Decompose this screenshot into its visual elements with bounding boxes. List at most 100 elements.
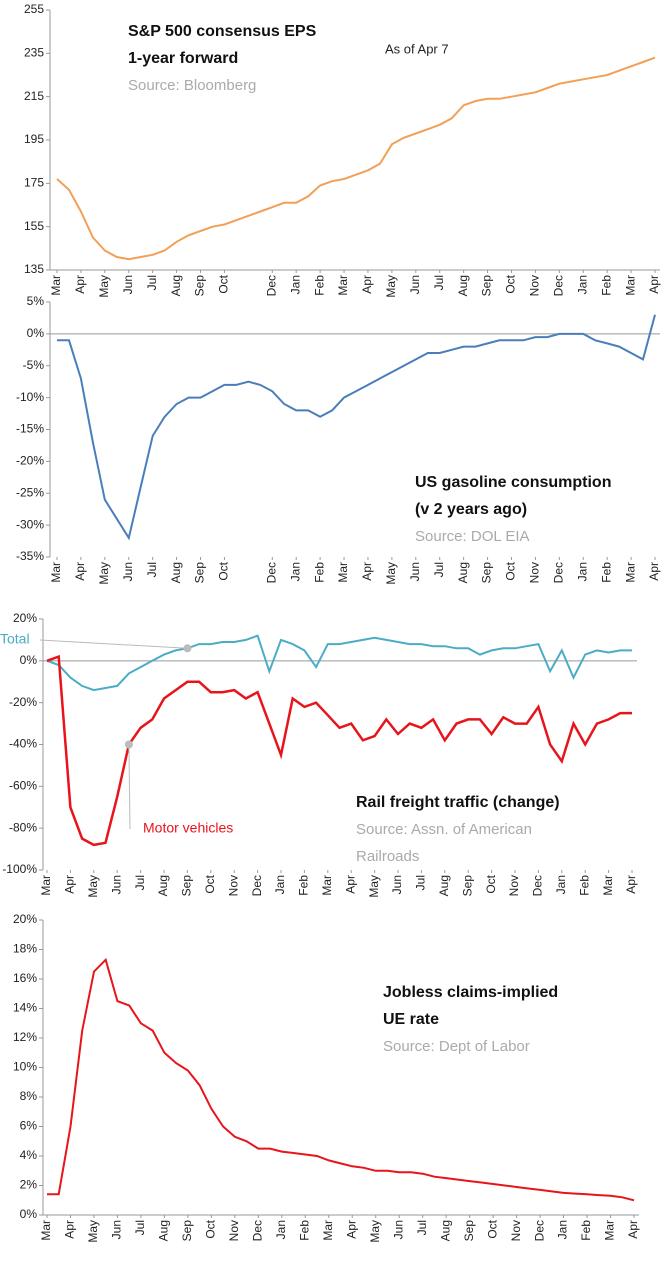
x-tick-label: Jan [288, 275, 302, 294]
x-tick-label: May [368, 1220, 382, 1243]
x-tick-label: Sep [462, 1220, 476, 1242]
x-tick-label: May [97, 275, 111, 298]
y-tick-label: 4% [20, 1148, 38, 1162]
x-tick-label: Jun [390, 875, 404, 894]
x-tick-label: Jun [109, 875, 123, 894]
y-tick-label: 235 [24, 46, 44, 60]
source: Railroads [356, 848, 419, 865]
leader-dot [124, 740, 133, 749]
leader-dot [183, 644, 192, 653]
y-tick-label: 16% [13, 971, 37, 985]
y-tick-label: 20% [13, 912, 37, 926]
x-tick-label: Mar [623, 275, 637, 296]
x-tick-label: Jul [133, 1220, 147, 1235]
y-tick-label: 215 [24, 89, 44, 103]
x-tick-label: Jun [121, 562, 135, 581]
x-tick-label: Feb [297, 875, 311, 896]
x-tick-label: Feb [297, 1220, 311, 1241]
x-tick-label: Nov [226, 875, 240, 896]
y-tick-label: 12% [13, 1030, 37, 1044]
x-tick-label: Aug [156, 875, 170, 896]
x-tick-label: Jan [575, 562, 589, 581]
y-tick-label: 255 [24, 2, 44, 16]
x-tick-label: Nov [507, 875, 521, 896]
x-tick-label: Aug [456, 275, 470, 296]
x-tick-label: Sep [180, 875, 194, 897]
x-tick-label: Oct [217, 274, 231, 293]
chart-title: UE rate [383, 1011, 439, 1028]
y-tick-label: -10% [16, 390, 44, 404]
source: Source: Bloomberg [128, 77, 256, 94]
x-tick-label: Sep [193, 562, 207, 584]
x-tick-label: Feb [312, 275, 326, 296]
x-tick-label: Jan [554, 875, 568, 894]
x-tick-label: Dec [551, 562, 565, 583]
y-tick-label: 14% [13, 1001, 37, 1015]
leader-line [39, 639, 188, 649]
x-tick-label: Apr [360, 275, 374, 294]
x-tick-label: Apr [360, 562, 374, 581]
x-tick-label: Jan [288, 562, 302, 581]
x-tick-label: Mar [49, 275, 63, 296]
y-tick-label: 135 [24, 262, 44, 276]
y-tick-label: -35% [16, 549, 44, 563]
x-tick-label: Jul [133, 875, 147, 890]
x-tick-label: May [367, 875, 381, 898]
x-tick-label: Mar [623, 562, 637, 583]
x-tick-label: Oct [217, 561, 231, 580]
x-tick-label: Jul [414, 875, 428, 890]
x-tick-label: Dec [264, 562, 278, 583]
x-tick-label: Jul [415, 1220, 429, 1235]
y-tick-label: 0% [27, 326, 45, 340]
y-tick-label: 155 [24, 219, 44, 233]
source: Source: DOL EIA [415, 528, 530, 545]
y-tick-label: 5% [27, 294, 45, 308]
x-tick-label: Aug [437, 875, 451, 896]
series-line [57, 314, 656, 541]
x-tick-label: Apr [624, 875, 638, 894]
x-tick-label: Jun [121, 275, 135, 294]
y-tick-label: 2% [20, 1178, 38, 1192]
y-tick-label: -100% [2, 862, 37, 876]
series-line [47, 957, 635, 1202]
y-tick-label: -30% [16, 517, 44, 531]
y-tick-label: -25% [16, 485, 44, 499]
x-tick-label: Nov [509, 1220, 523, 1241]
source: Source: Assn. of American [356, 821, 532, 838]
x-tick-label: Aug [169, 562, 183, 583]
x-tick-label: Dec [551, 275, 565, 296]
y-tick-label: -5% [23, 358, 45, 372]
x-tick-label: Apr [647, 562, 661, 581]
y-tick-label: 0% [20, 653, 38, 667]
x-tick-label: Oct [203, 874, 217, 893]
x-tick-label: Jul [145, 562, 159, 577]
x-tick-label: Aug [438, 1220, 452, 1241]
x-tick-label: Aug [157, 1220, 171, 1241]
x-tick-label: Dec [531, 875, 545, 896]
x-tick-label: Apr [63, 875, 77, 894]
x-tick-label: Jun [110, 1220, 124, 1239]
x-tick-label: Dec [532, 1220, 546, 1241]
x-tick-label: Mar [39, 1220, 53, 1241]
series-label: Motor vehicles [143, 820, 233, 836]
x-tick-label: Sep [193, 275, 207, 297]
x-tick-label: Dec [250, 1220, 264, 1241]
x-tick-label: Sep [460, 875, 474, 897]
x-tick-label: Jun [408, 275, 422, 294]
x-tick-label: Oct [504, 274, 518, 293]
x-tick-label: Apr [626, 1220, 640, 1239]
x-tick-label: Mar [601, 875, 615, 896]
chart-title: US gasoline consumption [415, 474, 611, 491]
x-tick-label: Feb [579, 1220, 593, 1241]
x-tick-label: Mar [603, 1220, 617, 1241]
y-tick-label: 20% [13, 611, 37, 625]
x-tick-label: Apr [73, 275, 87, 294]
x-tick-label: Nov [227, 1220, 241, 1241]
chart-title: 1-year forward [128, 50, 238, 67]
x-tick-label: Mar [39, 875, 53, 896]
x-tick-label: Jan [575, 275, 589, 294]
y-tick-label: 175 [24, 176, 44, 190]
x-tick-label: Sep [480, 562, 494, 584]
y-tick-label: 6% [20, 1119, 38, 1133]
